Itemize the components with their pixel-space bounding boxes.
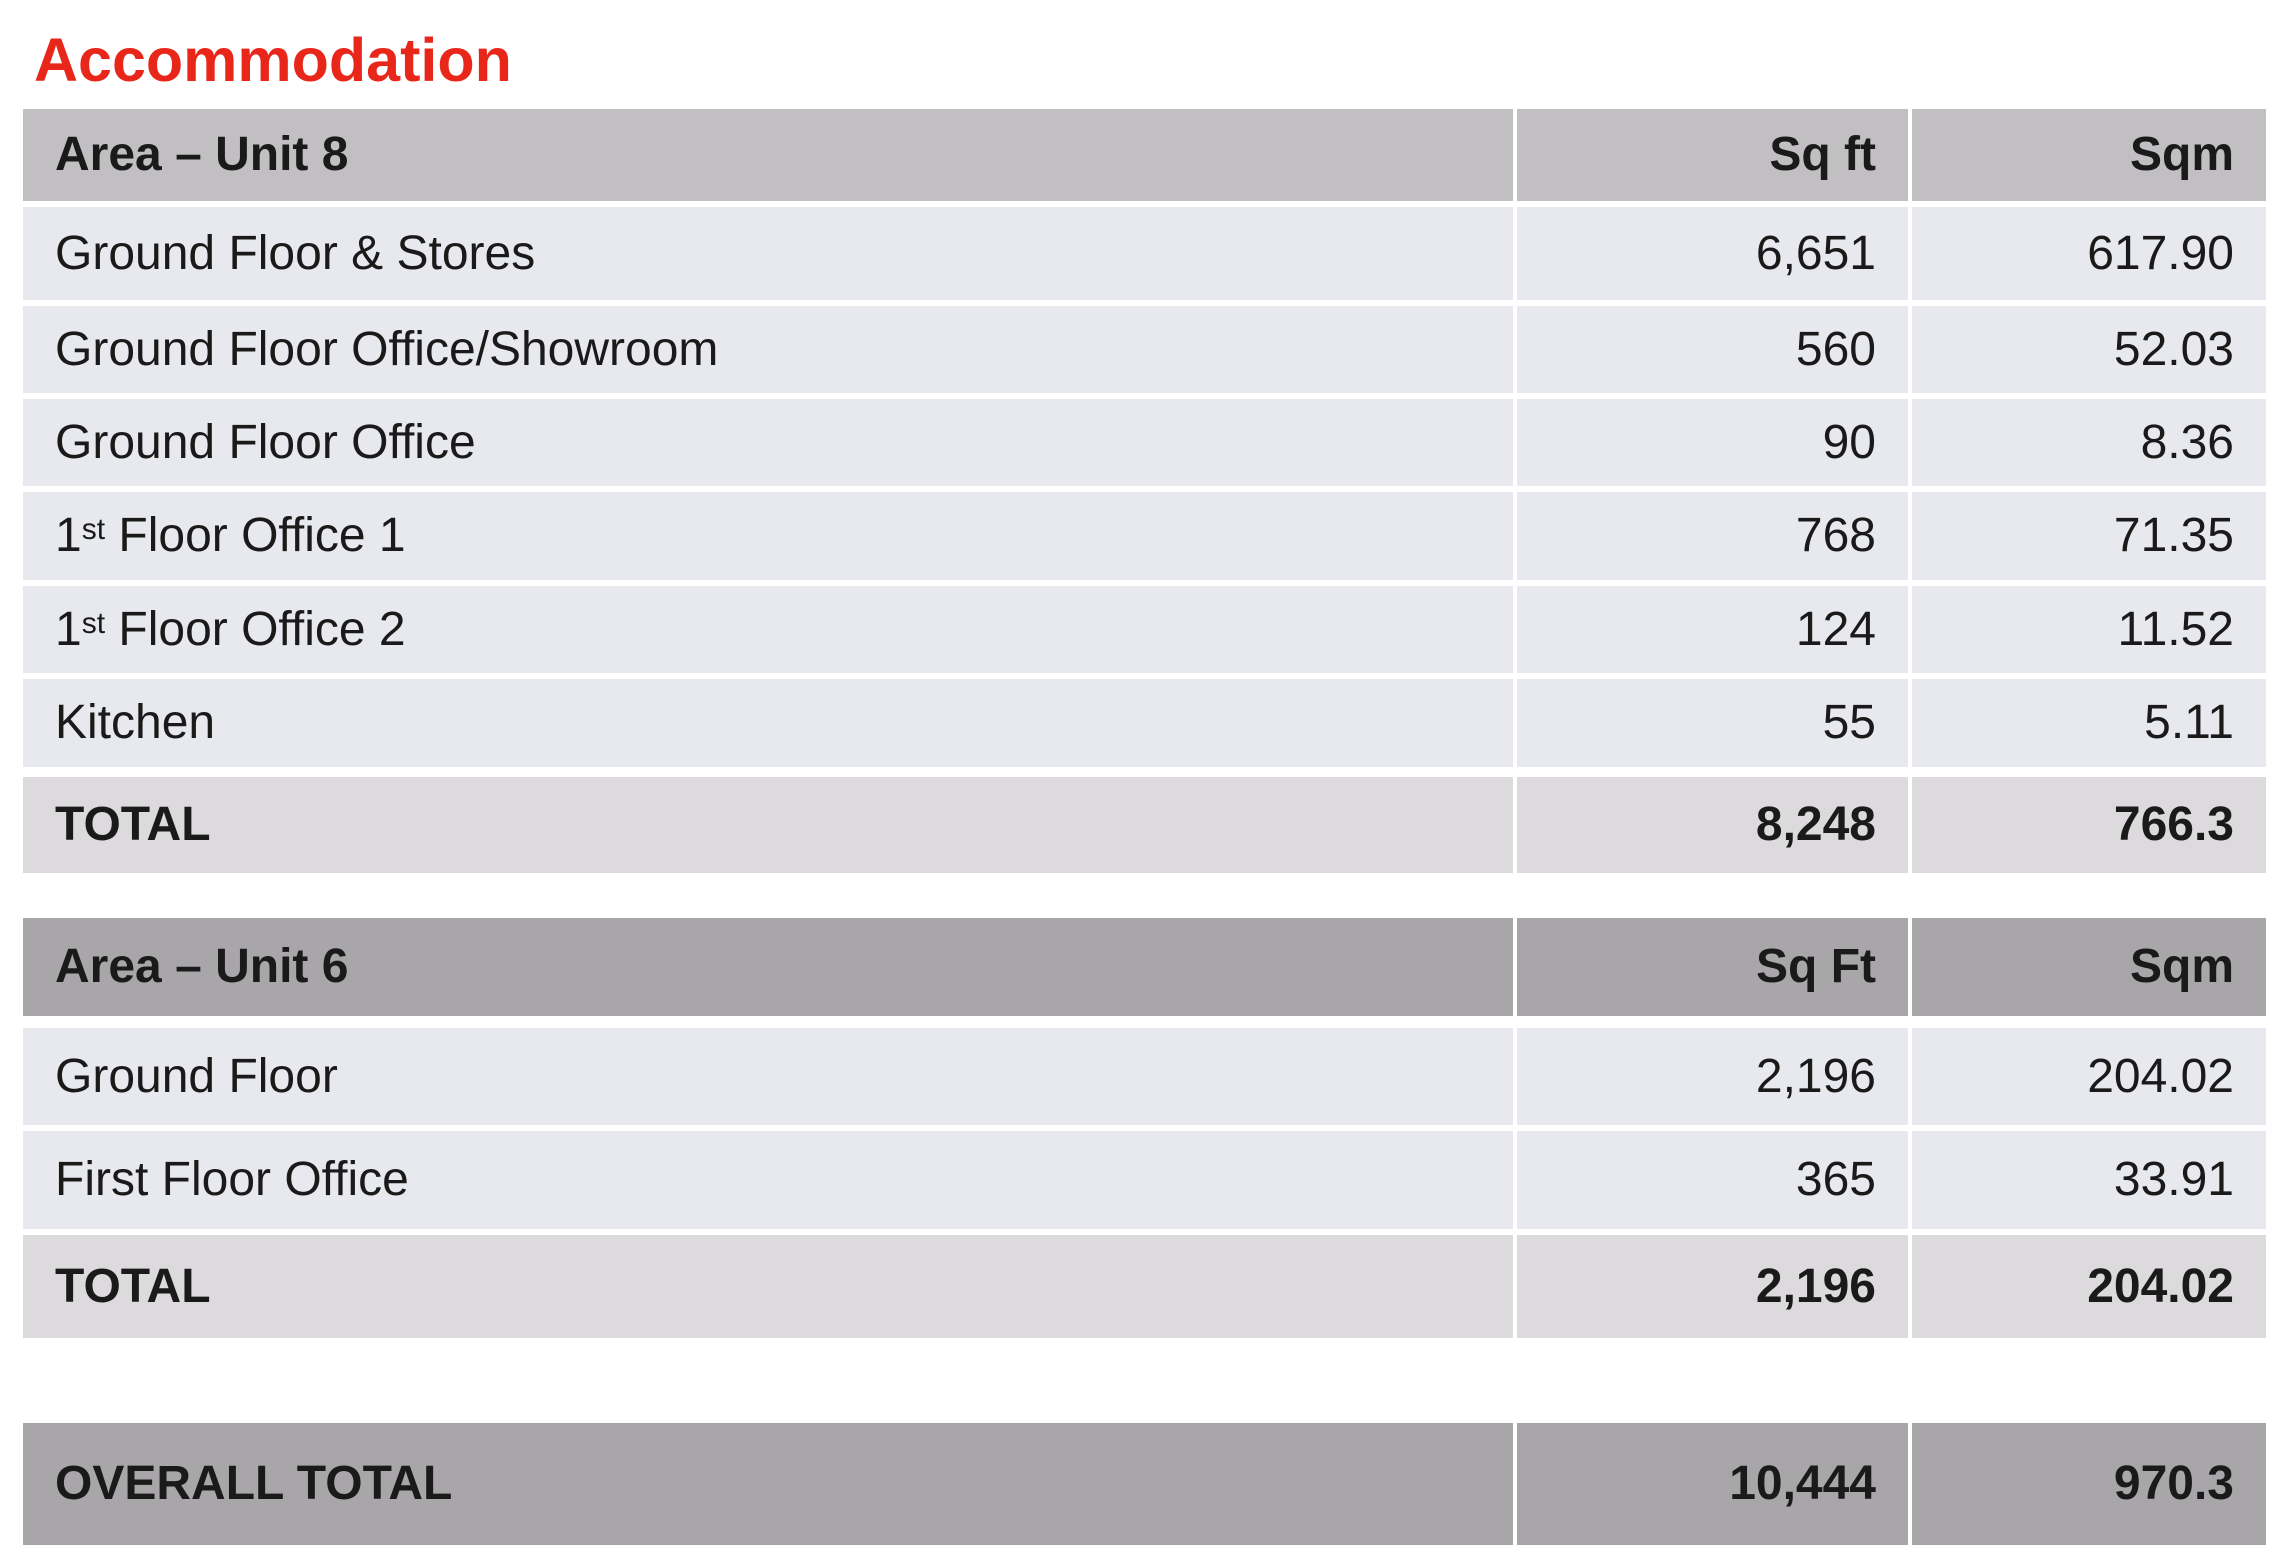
total-row: TOTAL 8,248 766.3 [23, 767, 2266, 873]
area-cell: First Floor Office [23, 1131, 1513, 1229]
area-cell: Ground Floor [23, 1028, 1513, 1125]
table-row: Ground Floor 2,196 204.02 [23, 1016, 2266, 1125]
area-cell: Ground Floor Office [23, 399, 1513, 486]
column-header-sqft: Sq Ft [1513, 918, 1908, 1016]
total-label: TOTAL [23, 777, 1513, 873]
overall-total-label: OVERALL TOTAL [23, 1423, 1513, 1545]
sqft-cell: 124 [1513, 586, 1908, 673]
column-header-area: Area – Unit 6 [23, 918, 1513, 1016]
table-row: First Floor Office 365 33.91 [23, 1125, 2266, 1229]
sqm-cell: 11.52 [1908, 586, 2266, 673]
total-sqft: 2,196 [1513, 1235, 1908, 1338]
sqft-cell: 560 [1513, 306, 1908, 393]
unit-6-table: Area – Unit 6 Sq Ft Sqm Ground Floor 2,1… [23, 918, 2266, 1338]
total-label: TOTAL [23, 1235, 1513, 1338]
table-row: Ground Floor Office/Showroom 560 52.03 [23, 300, 2266, 393]
total-sqm: 204.02 [1908, 1235, 2266, 1338]
area-prefix: 1 [55, 602, 82, 656]
overall-total-sqm: 970.3 [1908, 1423, 2266, 1545]
area-prefix: 1 [55, 509, 82, 562]
table-header: Area – Unit 6 Sq Ft Sqm [23, 918, 2266, 1016]
sqm-cell: 204.02 [1908, 1028, 2266, 1125]
page-title: Accommodation [34, 26, 512, 94]
overall-total-row: OVERALL TOTAL 10,444 970.3 [23, 1423, 2266, 1545]
sqft-cell: 55 [1513, 679, 1908, 767]
area-cell: Kitchen [23, 679, 1513, 767]
sqm-cell: 617.90 [1908, 207, 2266, 300]
sqft-cell: 2,196 [1513, 1028, 1908, 1125]
area-cell: Ground Floor Office/Showroom [23, 306, 1513, 393]
sqm-cell: 52.03 [1908, 306, 2266, 393]
overall-total-table: OVERALL TOTAL 10,444 970.3 [23, 1423, 2266, 1545]
table-row: Ground Floor & Stores 6,651 617.90 [23, 201, 2266, 300]
sqm-cell: 5.11 [1908, 679, 2266, 767]
sqft-cell: 768 [1513, 492, 1908, 580]
area-suffix: Floor Office 1 [105, 509, 406, 562]
total-row: TOTAL 2,196 204.02 [23, 1229, 2266, 1338]
area-cell: Ground Floor & Stores [23, 207, 1513, 300]
sqm-cell: 8.36 [1908, 399, 2266, 486]
sqft-cell: 90 [1513, 399, 1908, 486]
unit-8-table: Area – Unit 8 Sq ft Sqm Ground Floor & S… [23, 109, 2266, 873]
table-row: Ground Floor Office 90 8.36 [23, 393, 2266, 486]
total-sqft: 8,248 [1513, 777, 1908, 873]
sqm-cell: 33.91 [1908, 1131, 2266, 1229]
table-row: Kitchen 55 5.11 [23, 673, 2266, 767]
column-header-sqm: Sqm [1908, 918, 2266, 1016]
column-header-sqft: Sq ft [1513, 109, 1908, 201]
overall-total-sqft: 10,444 [1513, 1423, 1908, 1545]
sqm-cell: 71.35 [1908, 492, 2266, 580]
area-suffix: Floor Office 2 [105, 602, 406, 656]
table-header: Area – Unit 8 Sq ft Sqm [23, 109, 2266, 201]
sqft-cell: 365 [1513, 1131, 1908, 1229]
sqft-cell: 6,651 [1513, 207, 1908, 300]
column-header-area: Area – Unit 8 [23, 109, 1513, 201]
total-sqm: 766.3 [1908, 777, 2266, 873]
column-header-sqm: Sqm [1908, 109, 2266, 201]
